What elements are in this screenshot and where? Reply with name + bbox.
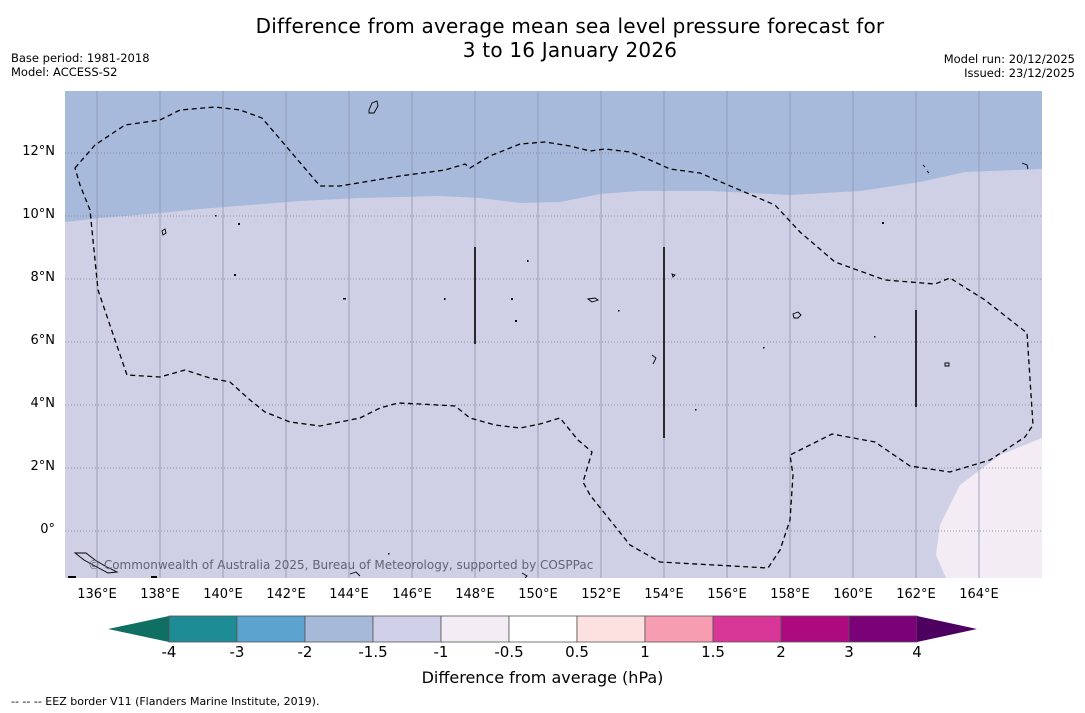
lon-label-138e: 138°E xyxy=(140,587,180,602)
lat-label-12n: 12°N xyxy=(22,144,55,159)
title-line-2: 3 to 16 January 2026 xyxy=(462,38,678,62)
colorbar-cell xyxy=(508,615,578,643)
colorbar-cell xyxy=(168,615,238,643)
colorbar-cell xyxy=(644,615,714,643)
cb-tick: -1.5 xyxy=(358,643,388,661)
cb-tick: -0.5 xyxy=(494,643,524,661)
title-line-1: Difference from average mean sea level p… xyxy=(255,14,885,38)
lat-label-0: 0° xyxy=(40,522,55,537)
lon-label-162e: 162°E xyxy=(896,587,936,602)
southeast-positive-anomaly xyxy=(936,438,1042,578)
issued-date: Issued: 23/12/2025 xyxy=(964,66,1075,80)
colorbar-cell xyxy=(372,615,442,643)
cb-tick: 1.5 xyxy=(701,643,725,661)
colorbar-cells xyxy=(168,615,918,643)
lat-label-6n: 6°N xyxy=(30,333,56,348)
eez-border xyxy=(74,106,1034,569)
lon-label-158e: 158°E xyxy=(770,587,810,602)
meta-right: Model run: 20/12/2025 Issued: 23/12/2025 xyxy=(944,52,1075,80)
colorbar-under-arrow xyxy=(108,616,169,642)
cb-tick: 4 xyxy=(912,643,922,661)
map-canvas xyxy=(65,91,1042,578)
cb-tick: 3 xyxy=(844,643,854,661)
cb-tick: -4 xyxy=(161,643,177,661)
colorbar-cell xyxy=(576,615,646,643)
lon-label-156e: 156°E xyxy=(707,587,747,602)
islands xyxy=(73,100,1029,578)
atolls xyxy=(68,215,884,578)
lon-label-160e: 160°E xyxy=(833,587,873,602)
meta-left: Base period: 1981-2018 Model: ACCESS-S2 xyxy=(11,51,150,79)
lon-label-136e: 136°E xyxy=(77,587,117,602)
model-run: Model run: 20/12/2025 xyxy=(943,52,1075,66)
colorbar-label: Difference from average (hPa) xyxy=(421,668,664,687)
lon-label-154e: 154°E xyxy=(644,587,684,602)
cb-tick: -2 xyxy=(297,643,313,661)
cb-tick: -3 xyxy=(229,643,245,661)
colorbar-cell xyxy=(440,615,510,643)
colorbar-cell xyxy=(712,615,782,643)
lat-label-4n: 4°N xyxy=(30,396,56,411)
lat-label-8n: 8°N xyxy=(30,270,56,285)
cb-tick: 0.5 xyxy=(565,643,589,661)
model-name: Model: ACCESS-S2 xyxy=(11,65,118,79)
lon-label-142e: 142°E xyxy=(266,587,306,602)
parallel-gridlines xyxy=(65,152,1042,532)
copyright-notice: © Commonwealth of Australia 2025, Bureau… xyxy=(88,558,594,572)
lon-label-150e: 150°E xyxy=(518,587,558,602)
cb-tick: 1 xyxy=(640,643,650,661)
lon-label-144e: 144°E xyxy=(329,587,369,602)
lon-label-146e: 146°E xyxy=(392,587,432,602)
base-period: Base period: 1981-2018 xyxy=(11,51,150,65)
eez-footnote: -- -- -- EEZ border V11 (Flanders Marine… xyxy=(11,695,320,708)
lat-label-2n: 2°N xyxy=(30,459,56,474)
eez-boundary-segments xyxy=(474,247,917,438)
colorbar-over-arrow xyxy=(917,616,977,642)
lon-label-140e: 140°E xyxy=(203,587,243,602)
colorbar-cell xyxy=(780,615,850,643)
lon-label-152e: 152°E xyxy=(581,587,621,602)
lon-label-148e: 148°E xyxy=(455,587,495,602)
map-title: Difference from average mean sea level p… xyxy=(0,14,1085,62)
lon-label-164e: 164°E xyxy=(959,587,999,602)
lat-label-10n: 10°N xyxy=(22,207,55,222)
map-area[interactable]: © Commonwealth of Australia 2025, Bureau… xyxy=(65,91,1042,578)
cb-tick: 2 xyxy=(776,643,786,661)
colorbar-cell xyxy=(236,615,306,643)
colorbar-cell xyxy=(304,615,374,643)
cb-tick: -1 xyxy=(433,643,449,661)
northern-negative-anomaly xyxy=(65,91,1042,222)
colorbar-cell xyxy=(848,615,918,643)
